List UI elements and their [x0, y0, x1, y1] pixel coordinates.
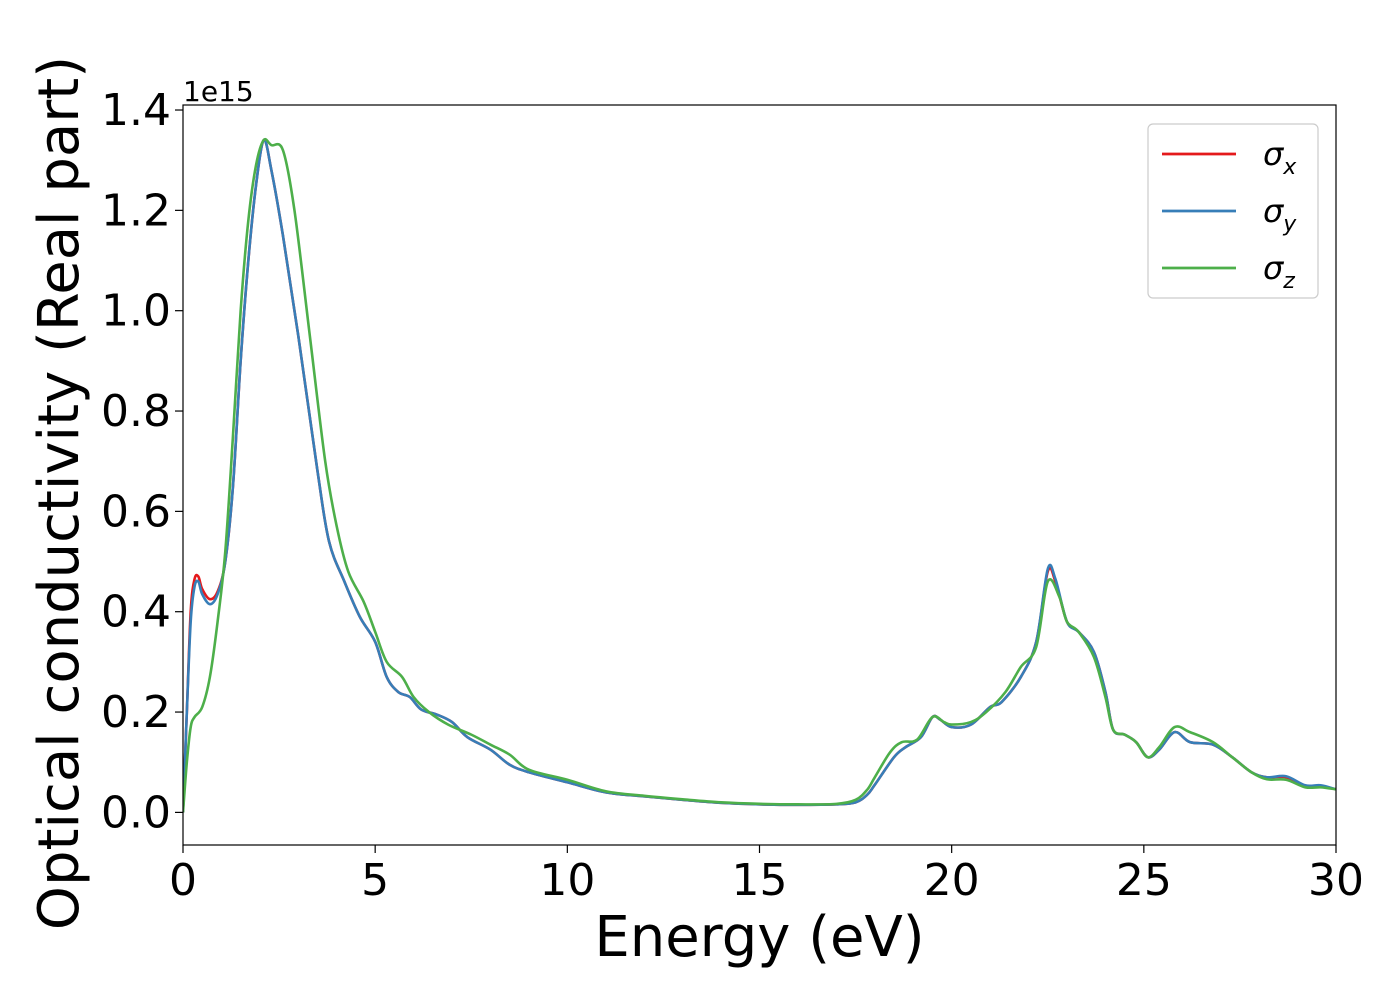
x-tick-label: 20 [924, 855, 980, 906]
x-tick-label: 30 [1308, 855, 1364, 906]
series-lines-layer [183, 137, 1336, 813]
y-tick-label: 1.2 [101, 185, 171, 236]
y-tick-label: 0.8 [101, 386, 171, 437]
x-axis-label: Energy (eV) [594, 905, 924, 970]
x-tick-label: 10 [539, 855, 595, 906]
x-tick-label: 5 [361, 855, 389, 906]
y-tick-label: 0.6 [101, 486, 171, 537]
y-tick-label: 0.2 [101, 687, 171, 738]
x-axis-ticks: 0 5 10 15 20 25 30 [169, 845, 1364, 906]
y-tick-label: 1.0 [101, 286, 171, 337]
y-tick-label: 0.0 [101, 787, 171, 838]
x-tick-label: 15 [732, 855, 788, 906]
y-axis-label: Optical conductivity (Real part) [27, 56, 92, 930]
series-line-sigma-z [183, 137, 1336, 813]
y-tick-label: 1.4 [101, 85, 171, 136]
y-axis-ticks: 0.0 0.2 0.4 0.6 0.8 1.0 1.2 1.4 [101, 85, 183, 838]
y-tick-label: 0.4 [101, 587, 171, 638]
x-tick-label: 25 [1116, 855, 1172, 906]
x-tick-label: 0 [169, 855, 197, 906]
y-axis-offset-text: 1e15 [183, 75, 254, 108]
